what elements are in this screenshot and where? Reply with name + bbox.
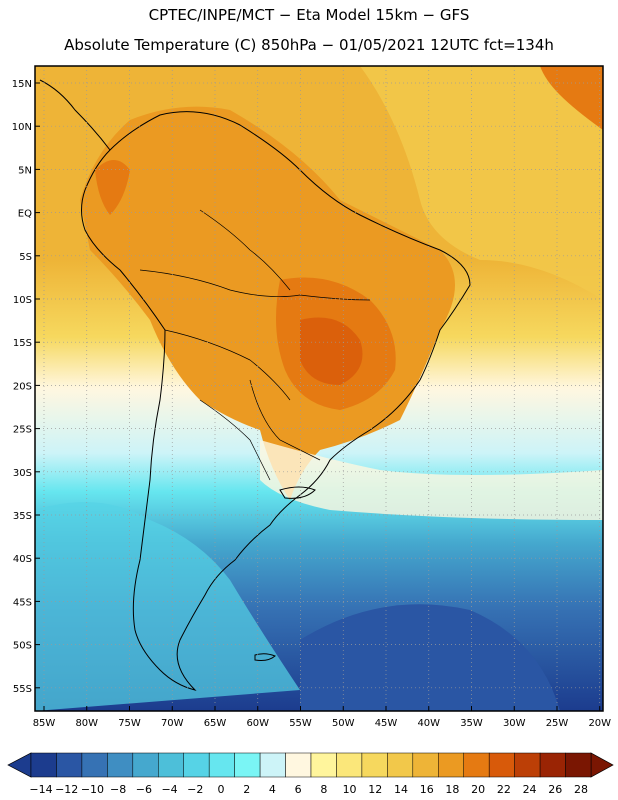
lat-label: 5N bbox=[18, 165, 32, 176]
colorbar-swatch bbox=[183, 752, 210, 778]
lat-label: 20S bbox=[13, 381, 32, 392]
country-borders bbox=[139, 209, 371, 481]
colorbar-swatch bbox=[539, 752, 566, 778]
colorbar-label: 12 bbox=[368, 783, 382, 796]
colorbar-label: −6 bbox=[136, 783, 152, 796]
lon-label: 55W bbox=[289, 718, 312, 729]
colorbar-label: 28 bbox=[574, 783, 588, 796]
lat-label: 30S bbox=[13, 468, 32, 479]
colorbar-swatch bbox=[30, 752, 57, 778]
colorbar-swatch bbox=[336, 752, 363, 778]
colorbar-label: 6 bbox=[295, 783, 302, 796]
map-frame bbox=[34, 65, 604, 712]
colorbar-label: 22 bbox=[497, 783, 511, 796]
lat-label: 25S bbox=[13, 425, 32, 436]
colorbar-label: −4 bbox=[161, 783, 177, 796]
colorbar-swatch bbox=[514, 752, 541, 778]
lat-label: 50S bbox=[13, 641, 32, 652]
colorbar-label: 26 bbox=[548, 783, 562, 796]
colorbar-swatch bbox=[412, 752, 439, 778]
lon-label: 65W bbox=[204, 718, 227, 729]
temperature-field bbox=[35, 66, 603, 711]
lat-label: 40S bbox=[13, 554, 32, 565]
lat-label: EQ bbox=[18, 209, 32, 220]
lon-label: 70W bbox=[161, 718, 184, 729]
lon-label: 85W bbox=[33, 718, 56, 729]
lon-label: 60W bbox=[246, 718, 269, 729]
colorbar-swatch bbox=[259, 752, 286, 778]
latitude-labels: 15N 10N 5N EQ 5S 10S 15S 20S 25S 30S 35S 40S 45S 50S 5… bbox=[12, 79, 40, 695]
colorbar-swatch bbox=[463, 752, 490, 778]
lon-label: 50W bbox=[332, 718, 355, 729]
longitude-labels: 85W 80W 75W 70W 65W 60W 55W 50W 45W 40W 35W 30W 25W 2… bbox=[33, 706, 611, 729]
colorbar-arrow-high bbox=[590, 752, 614, 778]
lon-label: 80W bbox=[75, 718, 98, 729]
colorbar-label: −8 bbox=[110, 783, 126, 796]
lon-label: 25W bbox=[546, 718, 569, 729]
lat-label: 35S bbox=[13, 511, 32, 522]
colorbar-swatch bbox=[56, 752, 83, 778]
colorbar-swatch bbox=[107, 752, 134, 778]
lat-label: 10N bbox=[12, 122, 32, 133]
lat-label: 15S bbox=[13, 338, 32, 349]
lon-label: 35W bbox=[460, 718, 483, 729]
colorbar-label: 4 bbox=[269, 783, 276, 796]
colorbar-label: −12 bbox=[55, 783, 78, 796]
colorbar-label: 18 bbox=[445, 783, 459, 796]
colorbar-swatch bbox=[132, 752, 159, 778]
colorbar-swatch bbox=[488, 752, 515, 778]
colorbar-swatch bbox=[310, 752, 337, 778]
lon-label: 20W bbox=[588, 718, 611, 729]
colorbar-swatch bbox=[81, 752, 108, 778]
lon-label: 40W bbox=[417, 718, 440, 729]
lat-label: 45S bbox=[13, 597, 32, 608]
lon-label: 75W bbox=[118, 718, 141, 729]
lon-label: 45W bbox=[375, 718, 398, 729]
colorbar-label: 0 bbox=[218, 783, 225, 796]
colorbar-label: 2 bbox=[243, 783, 250, 796]
colorbar-swatch bbox=[208, 752, 235, 778]
lat-lon-grid bbox=[35, 66, 603, 711]
colorbar-swatch bbox=[234, 752, 261, 778]
lat-label: 5S bbox=[19, 252, 32, 263]
lon-label: 30W bbox=[503, 718, 526, 729]
colorbar-label: 14 bbox=[394, 783, 408, 796]
colorbar-legend: −14 −12 −10 −8 −6 −4 −2 0 2 4 6 8 10 12 14 16 18 20 22 24 26… bbox=[7, 752, 614, 796]
colorbar-swatch bbox=[361, 752, 388, 778]
coastline bbox=[39, 79, 471, 691]
lat-label: 15N bbox=[12, 79, 32, 90]
colorbar-label: 8 bbox=[320, 783, 327, 796]
colorbar-swatch bbox=[285, 752, 312, 778]
colorbar-swatch bbox=[565, 752, 592, 778]
colorbar-label: −2 bbox=[187, 783, 203, 796]
lat-label: 10S bbox=[13, 295, 32, 306]
colorbar-label: −14 bbox=[29, 783, 52, 796]
colorbar-label: −10 bbox=[81, 783, 104, 796]
colorbar-label: 16 bbox=[420, 783, 434, 796]
colorbar-swatch bbox=[387, 752, 414, 778]
colorbar-swatch bbox=[158, 752, 184, 778]
colorbar-label: 10 bbox=[343, 783, 357, 796]
lat-label: 55S bbox=[13, 684, 32, 695]
colorbar-label: 20 bbox=[471, 783, 485, 796]
map-title-line1: CPTEC/INPE/MCT − Eta Model 15km − GFS bbox=[148, 6, 470, 24]
colorbar-arrow-low bbox=[7, 752, 32, 778]
map-title-line2: Absolute Temperature (C) 850hPa − 01/05/… bbox=[64, 36, 554, 54]
colorbar-label: 24 bbox=[523, 783, 537, 796]
colorbar-swatch bbox=[438, 752, 464, 778]
